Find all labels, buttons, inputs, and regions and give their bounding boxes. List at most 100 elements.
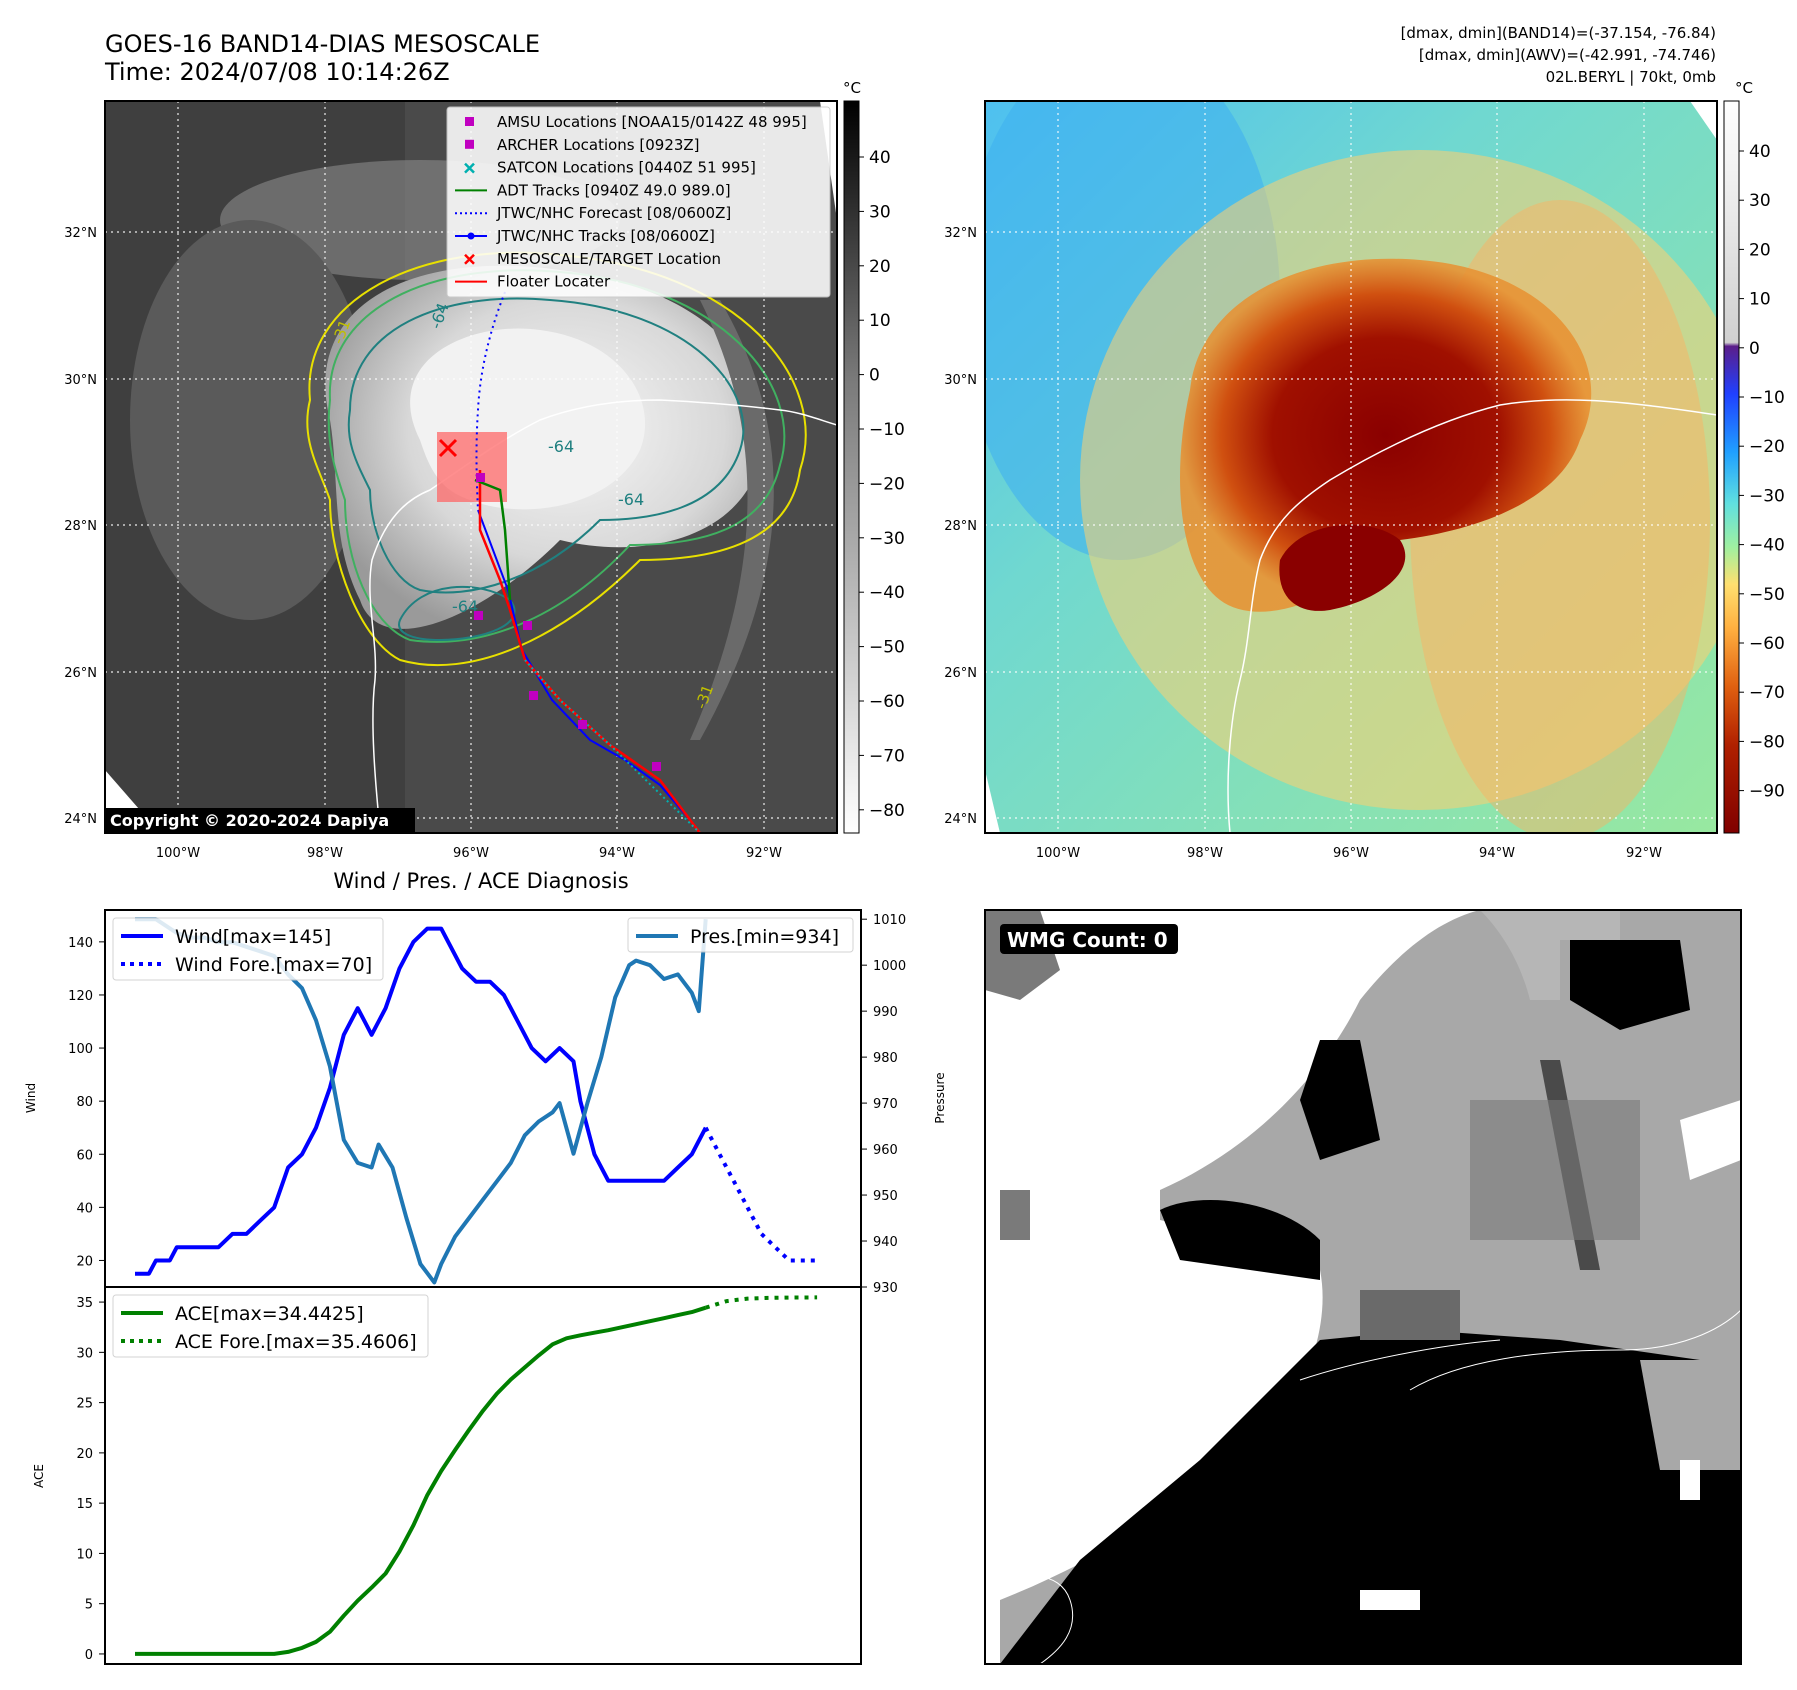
- copyright: Copyright © 2020-2024 Dapiya: [110, 811, 389, 830]
- lat-tick: 28°N: [944, 519, 977, 534]
- lon-tick: 92°W: [1626, 846, 1662, 861]
- storm-info: 02L.BERYL | 70kt, 0mb: [1546, 68, 1716, 86]
- lat-tick: 30°N: [64, 373, 97, 388]
- amsu-marker: [529, 691, 538, 700]
- legend-label: AMSU Locations [NOAA15/0142Z 48 995]: [497, 113, 807, 131]
- colorbar-tick-label: −20: [869, 474, 905, 494]
- lon-tick: 100°W: [156, 846, 200, 861]
- colorbar-tick-label: −20: [1749, 437, 1785, 457]
- legend-label: ARCHER Locations [0923Z]: [497, 136, 700, 154]
- awv-colorbar: [1723, 100, 1740, 834]
- colorbar-tick-label: 20: [1749, 240, 1771, 260]
- awv-imagery: [985, 101, 1717, 833]
- lat-tick: 26°N: [64, 666, 97, 681]
- colorbar-tick-label: −80: [1749, 732, 1785, 752]
- amsu-marker: [652, 762, 661, 771]
- legend-ace-forecast: ACE Fore.[max=35.4606]: [175, 1331, 417, 1353]
- lat-tick: 32°N: [944, 226, 977, 241]
- colorbar-tick-label: −10: [869, 420, 905, 440]
- archer-marker: [476, 473, 485, 482]
- wind-tick-label: 120: [68, 989, 93, 1004]
- legend-label: JTWC/NHC Forecast [08/0600Z]: [496, 204, 731, 222]
- amsu-marker: [523, 621, 532, 630]
- lat-tick: 24°N: [64, 812, 97, 827]
- amsu-marker: [474, 611, 483, 620]
- map-legend: AMSU Locations [NOAA15/0142Z 48 995] ARCH…: [446, 106, 831, 298]
- colorbar-tick-label: 40: [869, 148, 891, 168]
- wmg-count: WMG Count: 0: [1007, 928, 1168, 952]
- pressure-tick-label: 960: [873, 1143, 898, 1158]
- wind-tick-label: 40: [76, 1201, 93, 1216]
- lon-tick: 94°W: [599, 846, 635, 861]
- lon-tick: 96°W: [453, 846, 489, 861]
- series-line-0: [135, 926, 708, 1276]
- awv-map-panel: 100°W 98°W 96°W 94°W 92°W 32°N 30°N 28°N…: [944, 79, 1785, 861]
- lon-tick: 92°W: [746, 846, 782, 861]
- series-line-4: [705, 1295, 818, 1310]
- legend-wind: Wind[max=145]: [175, 926, 331, 948]
- legend-x-marker: [464, 162, 475, 174]
- legend-item: Floater Locater: [455, 273, 611, 291]
- colorbar-tick-label: −70: [869, 746, 905, 766]
- ace-tick-label: 25: [76, 1397, 93, 1412]
- diagnosis-chart: Wind / Pres. / ACE Diagnosis Wind Pressu…: [24, 869, 947, 1665]
- colorbar-tick-label: −70: [1749, 683, 1785, 703]
- legend-item: MESOSCALE/TARGET Location: [464, 250, 721, 268]
- wmg-panel: WMG Count: 0: [984, 909, 1742, 1665]
- ace-axes: [104, 1286, 862, 1665]
- contour-label: -64: [548, 437, 574, 456]
- wind-tick-label: 20: [76, 1254, 93, 1269]
- mesoscale-target-marker: [438, 438, 458, 458]
- colorbar-unit: °C: [843, 79, 861, 97]
- colorbar-tick-label: −10: [1749, 388, 1785, 408]
- wind-tick-label: 80: [76, 1095, 93, 1110]
- mesoscale-target-box: [437, 432, 507, 502]
- ace-tick-label: 0: [85, 1648, 93, 1663]
- ir-colorbar: [843, 100, 860, 834]
- lon-tick: 98°W: [307, 846, 343, 861]
- legend-label: Floater Locater: [497, 273, 611, 291]
- colorbar-tick-label: 10: [1749, 290, 1771, 310]
- legend-wind-forecast: Wind Fore.[max=70]: [175, 954, 372, 976]
- colorbar-tick-label: 0: [869, 366, 880, 386]
- colorbar-tick-label: 20: [869, 257, 891, 277]
- legend-label: ADT Tracks [0940Z 49.0 989.0]: [497, 181, 731, 199]
- colorbar-tick-label: −30: [869, 529, 905, 549]
- colorbar-tick-label: 30: [869, 202, 891, 222]
- legend-item: JTWC/NHC Forecast [08/0600Z]: [455, 204, 731, 222]
- colorbar-tick-label: 0: [1749, 339, 1760, 359]
- ace-tick-label: 35: [76, 1296, 93, 1311]
- pressure-tick-label: 990: [873, 1005, 898, 1020]
- legend-label: MESOSCALE/TARGET Location: [497, 250, 721, 268]
- ace-legend: ACE[max=34.4425] ACE Fore.[max=35.4606]: [112, 1294, 429, 1358]
- pressure-tick-label: 950: [873, 1189, 898, 1204]
- legend-x-marker: [464, 253, 475, 265]
- pressure-legend: Pres.[min=934]: [627, 917, 854, 953]
- colorbar-tick-label: −50: [1749, 585, 1785, 605]
- ace-tick-label: 5: [85, 1598, 93, 1613]
- stats-awv: [dmax, dmin](AWV)=(-42.991, -74.746): [1419, 46, 1716, 64]
- adt-track: [474, 478, 512, 601]
- colorbar-tick-label: −60: [1749, 634, 1785, 654]
- wmg-imagery: [985, 910, 1741, 1664]
- lat-tick: 28°N: [64, 519, 97, 534]
- colorbar-tick-label: 40: [1749, 142, 1771, 162]
- lon-tick: 98°W: [1187, 846, 1223, 861]
- colorbar-tick-label: −40: [1749, 536, 1785, 556]
- colorbar-tick-label: −80: [869, 801, 905, 821]
- pressure-tick-label: 940: [873, 1235, 898, 1250]
- colorbar-unit: °C: [1735, 79, 1753, 97]
- legend-square-marker: [465, 139, 474, 149]
- legend-item: JTWC/NHC Tracks [08/0600Z]: [455, 227, 715, 245]
- pressure-axis-label: Pressure: [933, 1072, 947, 1123]
- legend-square-marker: [465, 117, 474, 126]
- colorbar-tick-label: −50: [869, 638, 905, 658]
- colorbar-tick-label: 30: [1749, 191, 1771, 211]
- series-line-1: [703, 1126, 818, 1263]
- figure-time: Time: 2024/07/08 10:14:26Z: [104, 58, 450, 86]
- lon-tick: 94°W: [1479, 846, 1515, 861]
- legend-item: ARCHER Locations [0923Z]: [465, 136, 700, 154]
- wmg-count-badge: [1000, 924, 1178, 954]
- colorbar-tick-label: −40: [869, 583, 905, 603]
- lon-tick: 96°W: [1333, 846, 1369, 861]
